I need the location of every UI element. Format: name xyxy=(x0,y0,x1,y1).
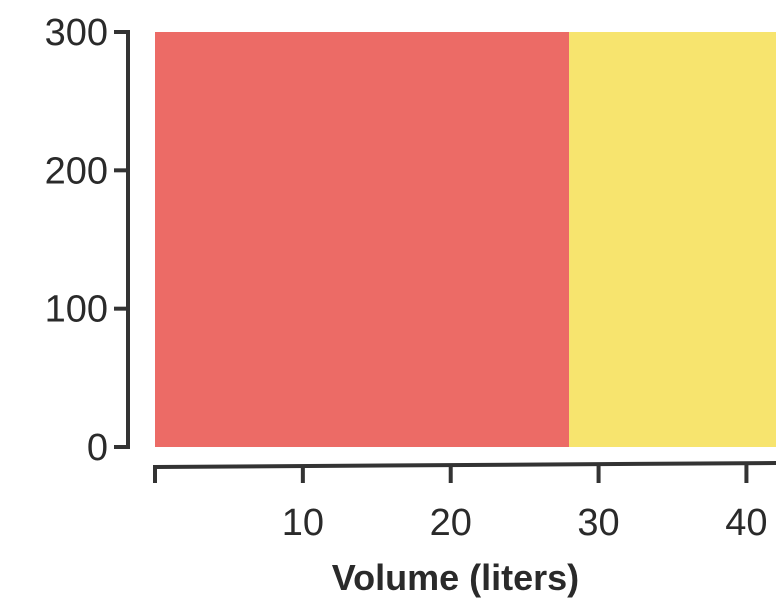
y-tick-label-0: 0 xyxy=(87,427,108,469)
x-tick-label-20: 20 xyxy=(430,502,472,544)
region-0 xyxy=(155,32,569,447)
x-axis-title: Volume (liters) xyxy=(332,557,579,598)
y-tick-label-200: 200 xyxy=(45,150,108,192)
y-tick-label-100: 100 xyxy=(45,289,108,331)
chart-regions xyxy=(155,32,776,447)
x-axis: 10 20 30 40 xyxy=(153,461,776,544)
x-tick-label-10: 10 xyxy=(282,502,324,544)
region-1 xyxy=(569,32,776,447)
x-axis-line xyxy=(154,461,776,469)
x-tick-label-30: 30 xyxy=(577,502,619,544)
y-tick-label-300: 300 xyxy=(45,12,108,54)
y-axis: 0 100 200 300 xyxy=(45,12,130,469)
x-tick-label-40: 40 xyxy=(725,502,767,544)
